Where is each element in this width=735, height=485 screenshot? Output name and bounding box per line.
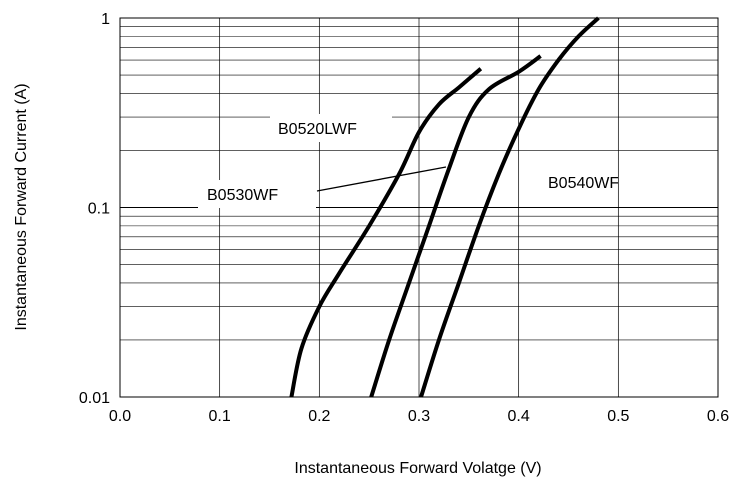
label-b0530wf-leader — [316, 166, 447, 192]
y-tick-label: 0.1 — [88, 201, 110, 218]
label-b0520lwf: B0520LWF — [278, 121, 357, 138]
x-tick-label: 0.4 — [508, 408, 530, 425]
label-b0520lwf-background — [270, 114, 392, 142]
y-axis-label: Instantaneous Forward Current (A) — [13, 83, 30, 330]
label-b0530wf: B0530WF — [207, 187, 278, 204]
curve-labels: B0520LWF B0530WF B0540WF — [198, 114, 619, 208]
curve-b0540wf — [419, 16, 600, 398]
x-axis-label: Instantaneous Forward Volatge (V) — [294, 460, 541, 477]
label-b0540wf: B0540WF — [548, 175, 619, 192]
curves — [289, 16, 600, 398]
tick-labels: 0.0 0.1 0.2 0.3 0.4 0.5 0.6 0.01 0.1 1 — [79, 11, 729, 425]
x-tick-label: 0.1 — [209, 408, 231, 425]
x-tick-label: 0.0 — [109, 408, 131, 425]
curve-b0520lwf — [289, 67, 483, 398]
x-tick-label: 0.6 — [707, 408, 729, 425]
x-tick-label: 0.5 — [607, 408, 629, 425]
label-b0530wf-background — [198, 180, 316, 208]
curve-b0530wf — [369, 54, 542, 398]
x-tick-label: 0.3 — [408, 408, 430, 425]
grid — [120, 18, 718, 397]
y-tick-label: 1 — [101, 11, 110, 28]
y-tick-label: 0.01 — [79, 390, 110, 407]
x-tick-label: 0.2 — [308, 408, 330, 425]
plot-frame — [119, 17, 719, 398]
